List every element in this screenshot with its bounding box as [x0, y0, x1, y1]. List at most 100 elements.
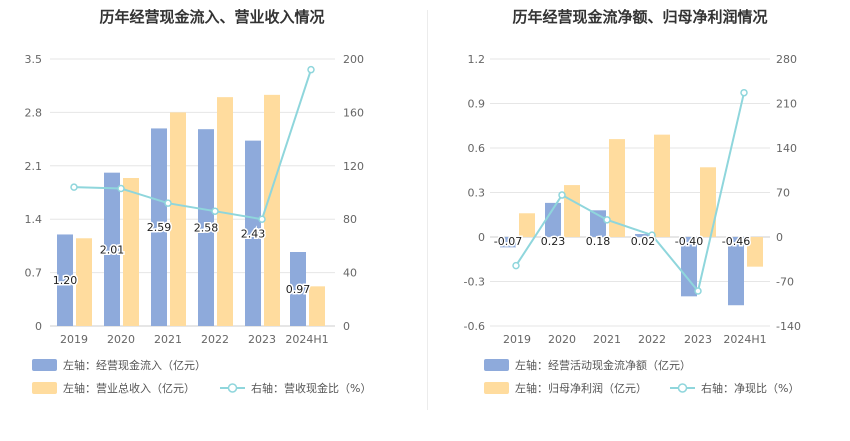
- category-label: 2019: [503, 333, 531, 346]
- bar-secondary: [76, 238, 92, 326]
- data-label: 0.23: [541, 235, 566, 248]
- line-series: [73, 69, 312, 221]
- bar-primary: [545, 202, 561, 237]
- line-point: [603, 216, 611, 224]
- left-tick-label: 2.8: [25, 106, 43, 119]
- left-tick-label: 0: [35, 320, 42, 333]
- bar-secondary: [609, 139, 625, 237]
- data-label: 2.59: [147, 221, 172, 234]
- left-tick-label: 1.2: [468, 53, 486, 66]
- category-label: 2021: [593, 333, 621, 346]
- category-label: 2023: [684, 333, 712, 346]
- bar-secondary: [654, 134, 670, 237]
- right-tick-label: 210: [776, 98, 797, 111]
- legend-label: 左轴：归母净利润（亿元）: [515, 381, 647, 395]
- data-label: 2.01: [100, 243, 125, 256]
- bar-secondary: [264, 94, 280, 327]
- data-label: -0.07: [494, 235, 522, 248]
- left-tick-label: 0.3: [468, 187, 486, 200]
- category-label: 2022: [201, 333, 229, 346]
- bar-primary: [245, 140, 261, 326]
- right-tick-label: 80: [343, 213, 357, 226]
- bar-primary: [728, 237, 744, 306]
- chart-title: 历年经营现金流入、营业收入情况: [99, 8, 324, 26]
- right-tick-label: 40: [343, 267, 357, 280]
- right-tick-label: 120: [343, 160, 364, 173]
- bar-primary: [635, 234, 651, 237]
- data-label: 1.20: [53, 274, 78, 287]
- bar-secondary: [700, 167, 716, 237]
- category-label: 2019: [60, 333, 88, 346]
- left-tick-label: 1.4: [25, 213, 43, 226]
- bar-secondary: [564, 185, 580, 237]
- right-tick-label: 70: [776, 187, 790, 200]
- data-label: 2.43: [241, 227, 266, 240]
- legend-swatch: [32, 359, 57, 371]
- line-point: [258, 215, 266, 223]
- line-point: [694, 287, 702, 295]
- legend-swatch: [484, 382, 509, 394]
- line-point: [740, 88, 748, 97]
- line-point: [512, 261, 520, 270]
- legend-label: 右轴：营收现金比（%）: [251, 381, 371, 395]
- bar-primary: [681, 237, 697, 297]
- legend-swatch: [32, 382, 57, 394]
- legend-label: 右轴：净现比（%）: [701, 381, 799, 395]
- right-tick-label: 160: [343, 106, 364, 119]
- bar-secondary: [747, 237, 763, 267]
- category-label: 2020: [107, 333, 135, 346]
- data-label: -0.46: [722, 235, 750, 248]
- category-label: 2021: [154, 333, 182, 346]
- left-tick-label: -0.3: [464, 276, 485, 289]
- left-tick-label: 0.7: [25, 267, 43, 280]
- chart-panel-1: 历年经营现金流入、营业收入情况 0 0.7 1.4 2.1 2.8 3.5 0 40 80 120 1…: [25, 8, 372, 395]
- bar-primary: [57, 234, 73, 326]
- bar-secondary: [123, 178, 139, 326]
- data-label: 0.02: [631, 235, 656, 248]
- line-point: [558, 191, 566, 199]
- category-label: 2020: [548, 333, 576, 346]
- legend-label: 左轴：营业总收入（亿元）: [63, 381, 195, 395]
- legend-swatch: [484, 359, 509, 371]
- right-tick-label: 200: [343, 53, 364, 66]
- right-tick-label: 280: [776, 53, 797, 66]
- line-point: [307, 65, 315, 74]
- legend-swatch-marker: [227, 383, 238, 393]
- bar-primary: [104, 172, 120, 326]
- category-label: 2022: [638, 333, 666, 346]
- line-point: [164, 199, 172, 207]
- category-label: 2024H1: [285, 333, 328, 346]
- legend-label: 左轴：经营现金流入（亿元）: [63, 358, 206, 372]
- bar-secondary: [170, 112, 186, 327]
- left-tick-label: 0: [478, 231, 485, 244]
- right-tick-label: 0: [343, 320, 350, 333]
- category-label: 2023: [248, 333, 276, 346]
- left-tick-label: -0.6: [464, 320, 485, 333]
- category-label: 2024H1: [723, 333, 766, 346]
- left-tick-label: 2.1: [25, 160, 43, 173]
- line-point: [117, 184, 125, 193]
- data-label: -0.40: [675, 235, 703, 248]
- data-label: 0.18: [586, 235, 611, 248]
- chart-title: 历年经营现金流净额、归母净利润情况: [512, 8, 767, 26]
- chart-panel-2: 历年经营现金流净额、归母净利润情况 -0.6 -0.3 0 0.3 0.6 0.9 1.2 -1…: [464, 8, 801, 395]
- right-tick-label: 0: [776, 231, 783, 244]
- bar-primary: [290, 252, 306, 326]
- data-label: 0.97: [286, 283, 311, 296]
- panel-divider: [427, 10, 428, 410]
- bar-secondary: [309, 286, 325, 326]
- line-series: [515, 92, 745, 294]
- bar-primary: [151, 128, 167, 326]
- right-tick-label: 140: [776, 142, 797, 155]
- right-tick-label: -70: [776, 276, 794, 289]
- bar-secondary: [217, 97, 233, 327]
- line-point: [211, 207, 219, 215]
- left-tick-label: 0.6: [468, 142, 486, 155]
- left-tick-label: 0.9: [468, 98, 486, 111]
- legend-swatch-marker: [677, 383, 688, 393]
- bar-primary: [198, 129, 214, 326]
- bar-primary: [500, 237, 516, 248]
- line-point: [648, 231, 656, 239]
- right-tick-label: -140: [776, 320, 801, 333]
